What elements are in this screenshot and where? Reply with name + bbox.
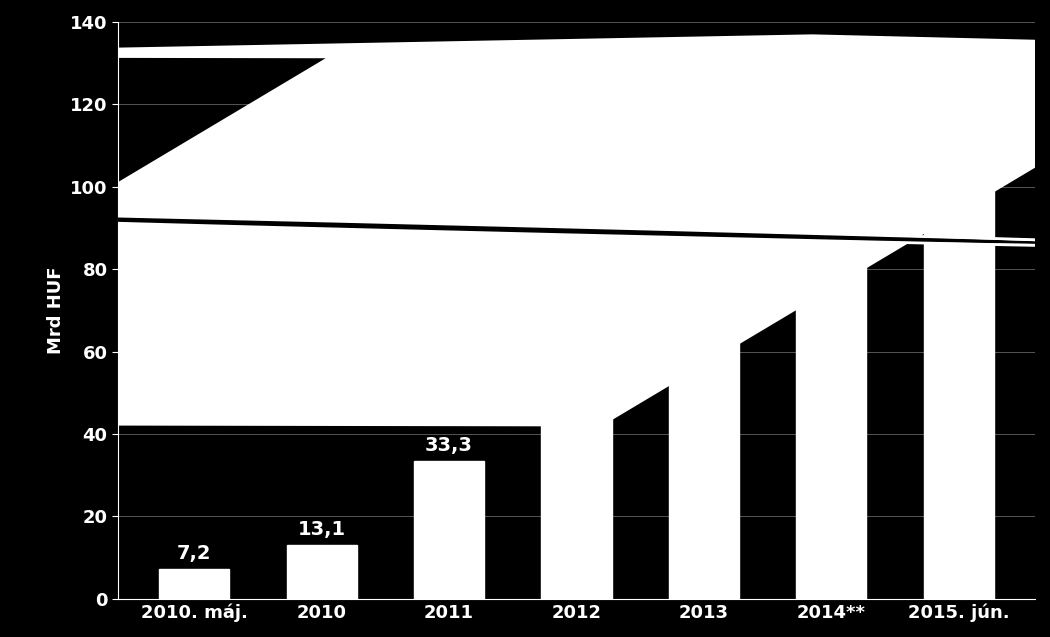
Bar bbox=[287, 545, 357, 599]
Bar bbox=[669, 298, 739, 599]
Y-axis label: Mrd HUF: Mrd HUF bbox=[46, 266, 64, 354]
Ellipse shape bbox=[0, 213, 1048, 243]
Bar bbox=[924, 100, 993, 599]
Text: 51,3: 51,3 bbox=[552, 362, 601, 381]
Text: 121,1: 121,1 bbox=[927, 75, 989, 94]
Bar bbox=[414, 461, 484, 599]
Bar bbox=[796, 152, 866, 599]
FancyArrow shape bbox=[0, 34, 1050, 426]
Text: 13,1: 13,1 bbox=[298, 520, 345, 538]
Text: 33,3: 33,3 bbox=[425, 436, 474, 455]
Text: 108,5: 108,5 bbox=[800, 127, 862, 146]
Bar bbox=[160, 569, 229, 599]
Text: 72,9: 72,9 bbox=[679, 273, 728, 292]
Bar bbox=[542, 387, 611, 599]
Text: 7,2: 7,2 bbox=[177, 544, 212, 563]
Ellipse shape bbox=[0, 206, 1050, 250]
